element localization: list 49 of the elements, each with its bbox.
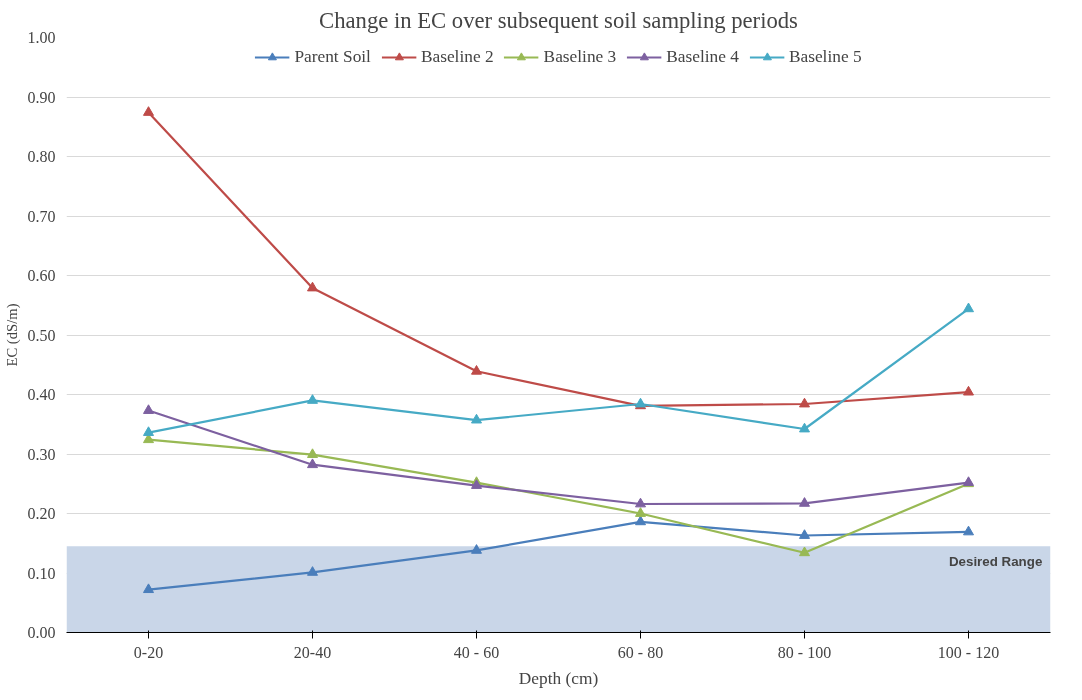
point bbox=[471, 365, 482, 375]
point bbox=[963, 385, 974, 396]
y-tick-label: 0.20 bbox=[27, 505, 56, 522]
y-tick-label: 0.00 bbox=[27, 624, 56, 641]
point bbox=[471, 544, 482, 554]
point bbox=[799, 529, 810, 539]
point bbox=[963, 525, 974, 536]
point bbox=[143, 426, 154, 436]
point bbox=[799, 397, 810, 408]
point bbox=[307, 448, 318, 458]
x-tick-label: 20-40 bbox=[293, 643, 332, 661]
y-tick-label: 0.10 bbox=[27, 564, 56, 582]
point bbox=[635, 497, 646, 508]
x-tick-label: 40 - 60 bbox=[453, 643, 500, 661]
x-tick-label: 0-20 bbox=[133, 643, 164, 661]
y-tick-label: 0.40 bbox=[27, 386, 56, 403]
x-tick-label: 60 - 80 bbox=[617, 643, 664, 661]
y-tick-label: 0.80 bbox=[27, 148, 56, 165]
point bbox=[799, 546, 810, 557]
band-label: Desired Range bbox=[948, 554, 1043, 570]
legend-label: Baseline 2 bbox=[420, 47, 494, 67]
point bbox=[307, 458, 318, 469]
point bbox=[799, 422, 810, 433]
point bbox=[143, 106, 154, 116]
point bbox=[307, 394, 318, 404]
point bbox=[635, 515, 646, 526]
y-tick-label: 1.00 bbox=[27, 29, 56, 46]
legend-label: Baseline 3 bbox=[543, 47, 617, 67]
legend-label: Parent Soil bbox=[294, 47, 371, 67]
point bbox=[143, 583, 154, 594]
point bbox=[635, 507, 646, 517]
y-tick-label: 0.50 bbox=[27, 326, 56, 344]
point bbox=[963, 302, 974, 313]
x-axis-title: Depth (cm) bbox=[518, 668, 599, 688]
point bbox=[799, 497, 810, 507]
legend-label: Baseline 4 bbox=[666, 47, 739, 67]
y-tick-label: 0.90 bbox=[27, 88, 56, 106]
legend-label: Baseline 5 bbox=[788, 47, 862, 67]
y-tick-label: 0.70 bbox=[27, 207, 56, 225]
point bbox=[143, 404, 154, 414]
y-tick-label: 0.60 bbox=[27, 267, 56, 284]
point bbox=[307, 281, 318, 292]
y-axis-title: EC (dS/m) bbox=[3, 303, 21, 367]
point bbox=[307, 566, 318, 576]
point bbox=[471, 413, 482, 424]
chart-title: Change in EC over subsequent soil sampling periods bbox=[319, 7, 798, 33]
x-tick-label: 80 - 100 bbox=[777, 643, 832, 661]
x-tick-label: 100 - 120 bbox=[937, 643, 1000, 661]
y-tick-label: 0.30 bbox=[27, 445, 56, 463]
